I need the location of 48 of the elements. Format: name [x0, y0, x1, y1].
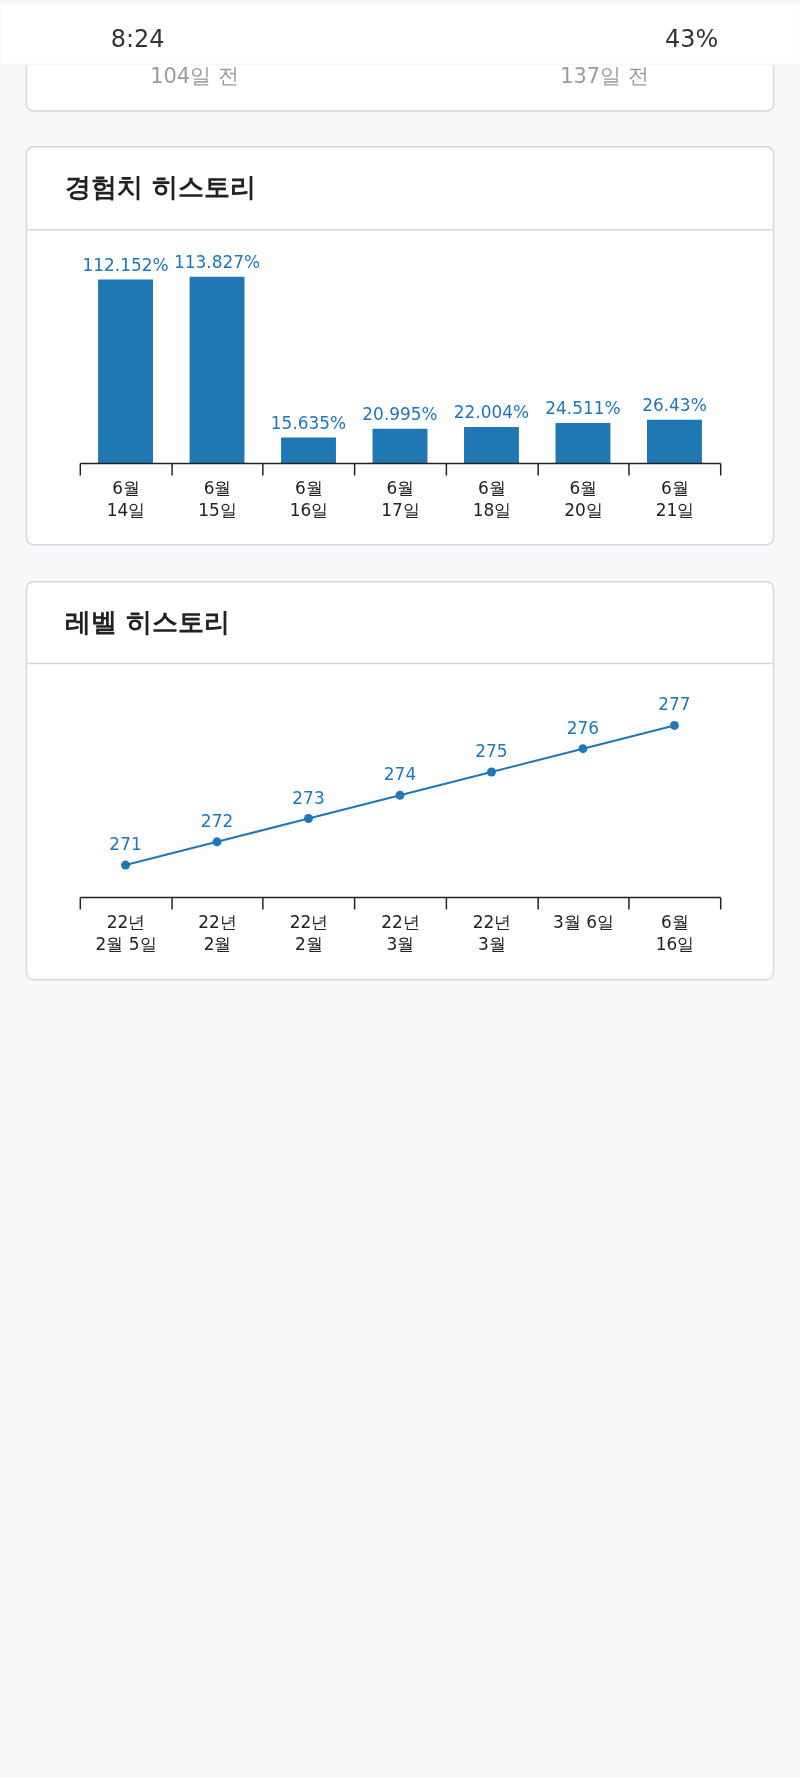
- chart-title: 레벨 히스토리: [64, 606, 230, 637]
- chart-title: 경험치 히스토리: [64, 171, 256, 202]
- x-tick-label: 22년 3월: [381, 912, 420, 955]
- bar: [555, 422, 611, 464]
- data-label: 277: [658, 694, 691, 715]
- x-tick-label: 22년 3월: [472, 912, 512, 955]
- bar: [189, 276, 245, 464]
- bar: [281, 437, 336, 464]
- x-tick-label: 6월 16일: [289, 478, 329, 521]
- data-label: 20.995%: [362, 403, 438, 424]
- x-tick-label: 22년 2월: [289, 912, 329, 955]
- x-tick-label: 6월 17일: [381, 478, 420, 521]
- data-label: 113.827%: [173, 251, 261, 272]
- point: [212, 837, 222, 847]
- x-tick-label: 22년 2월 5일: [95, 912, 157, 955]
- x-tick-label: 6월 15일: [198, 478, 237, 521]
- data-label: 274: [383, 764, 417, 785]
- point: [304, 814, 313, 823]
- bar: [647, 419, 702, 464]
- text: 43%: [664, 25, 719, 54]
- data-label: 22.004%: [453, 402, 530, 423]
- x-tick-label: 3월 6일: [553, 912, 614, 933]
- data-label: 275: [475, 741, 508, 762]
- bar: [98, 279, 153, 464]
- x-tick-label: 22년 2월: [198, 912, 237, 955]
- data-label: 112.152%: [82, 254, 169, 275]
- data-label: 24.511%: [545, 398, 621, 418]
- data-label: 276: [566, 717, 600, 738]
- x-tick-label: 6월 16일: [655, 912, 695, 955]
- bar: [464, 427, 519, 464]
- text: 8:24: [110, 25, 165, 54]
- data-label: 26.43%: [642, 394, 707, 415]
- data-label: 15.635%: [270, 412, 347, 433]
- point: [578, 744, 588, 754]
- x-tick-label: 6월 20일: [564, 478, 603, 521]
- x-tick-label: 6월 18일: [472, 478, 512, 521]
- data-label: 273: [292, 787, 325, 808]
- point: [670, 720, 679, 730]
- data-label: 271: [109, 834, 142, 855]
- point: [395, 790, 405, 800]
- point: [487, 767, 496, 777]
- x-tick-label: 6월 14일: [106, 478, 146, 521]
- point: [121, 860, 130, 870]
- data-label: 272: [200, 810, 234, 831]
- text: 104일 전: [150, 64, 239, 89]
- bar: [372, 428, 428, 464]
- x-tick-label: 6월 21일: [655, 478, 695, 521]
- text: 137일 전: [560, 64, 649, 89]
